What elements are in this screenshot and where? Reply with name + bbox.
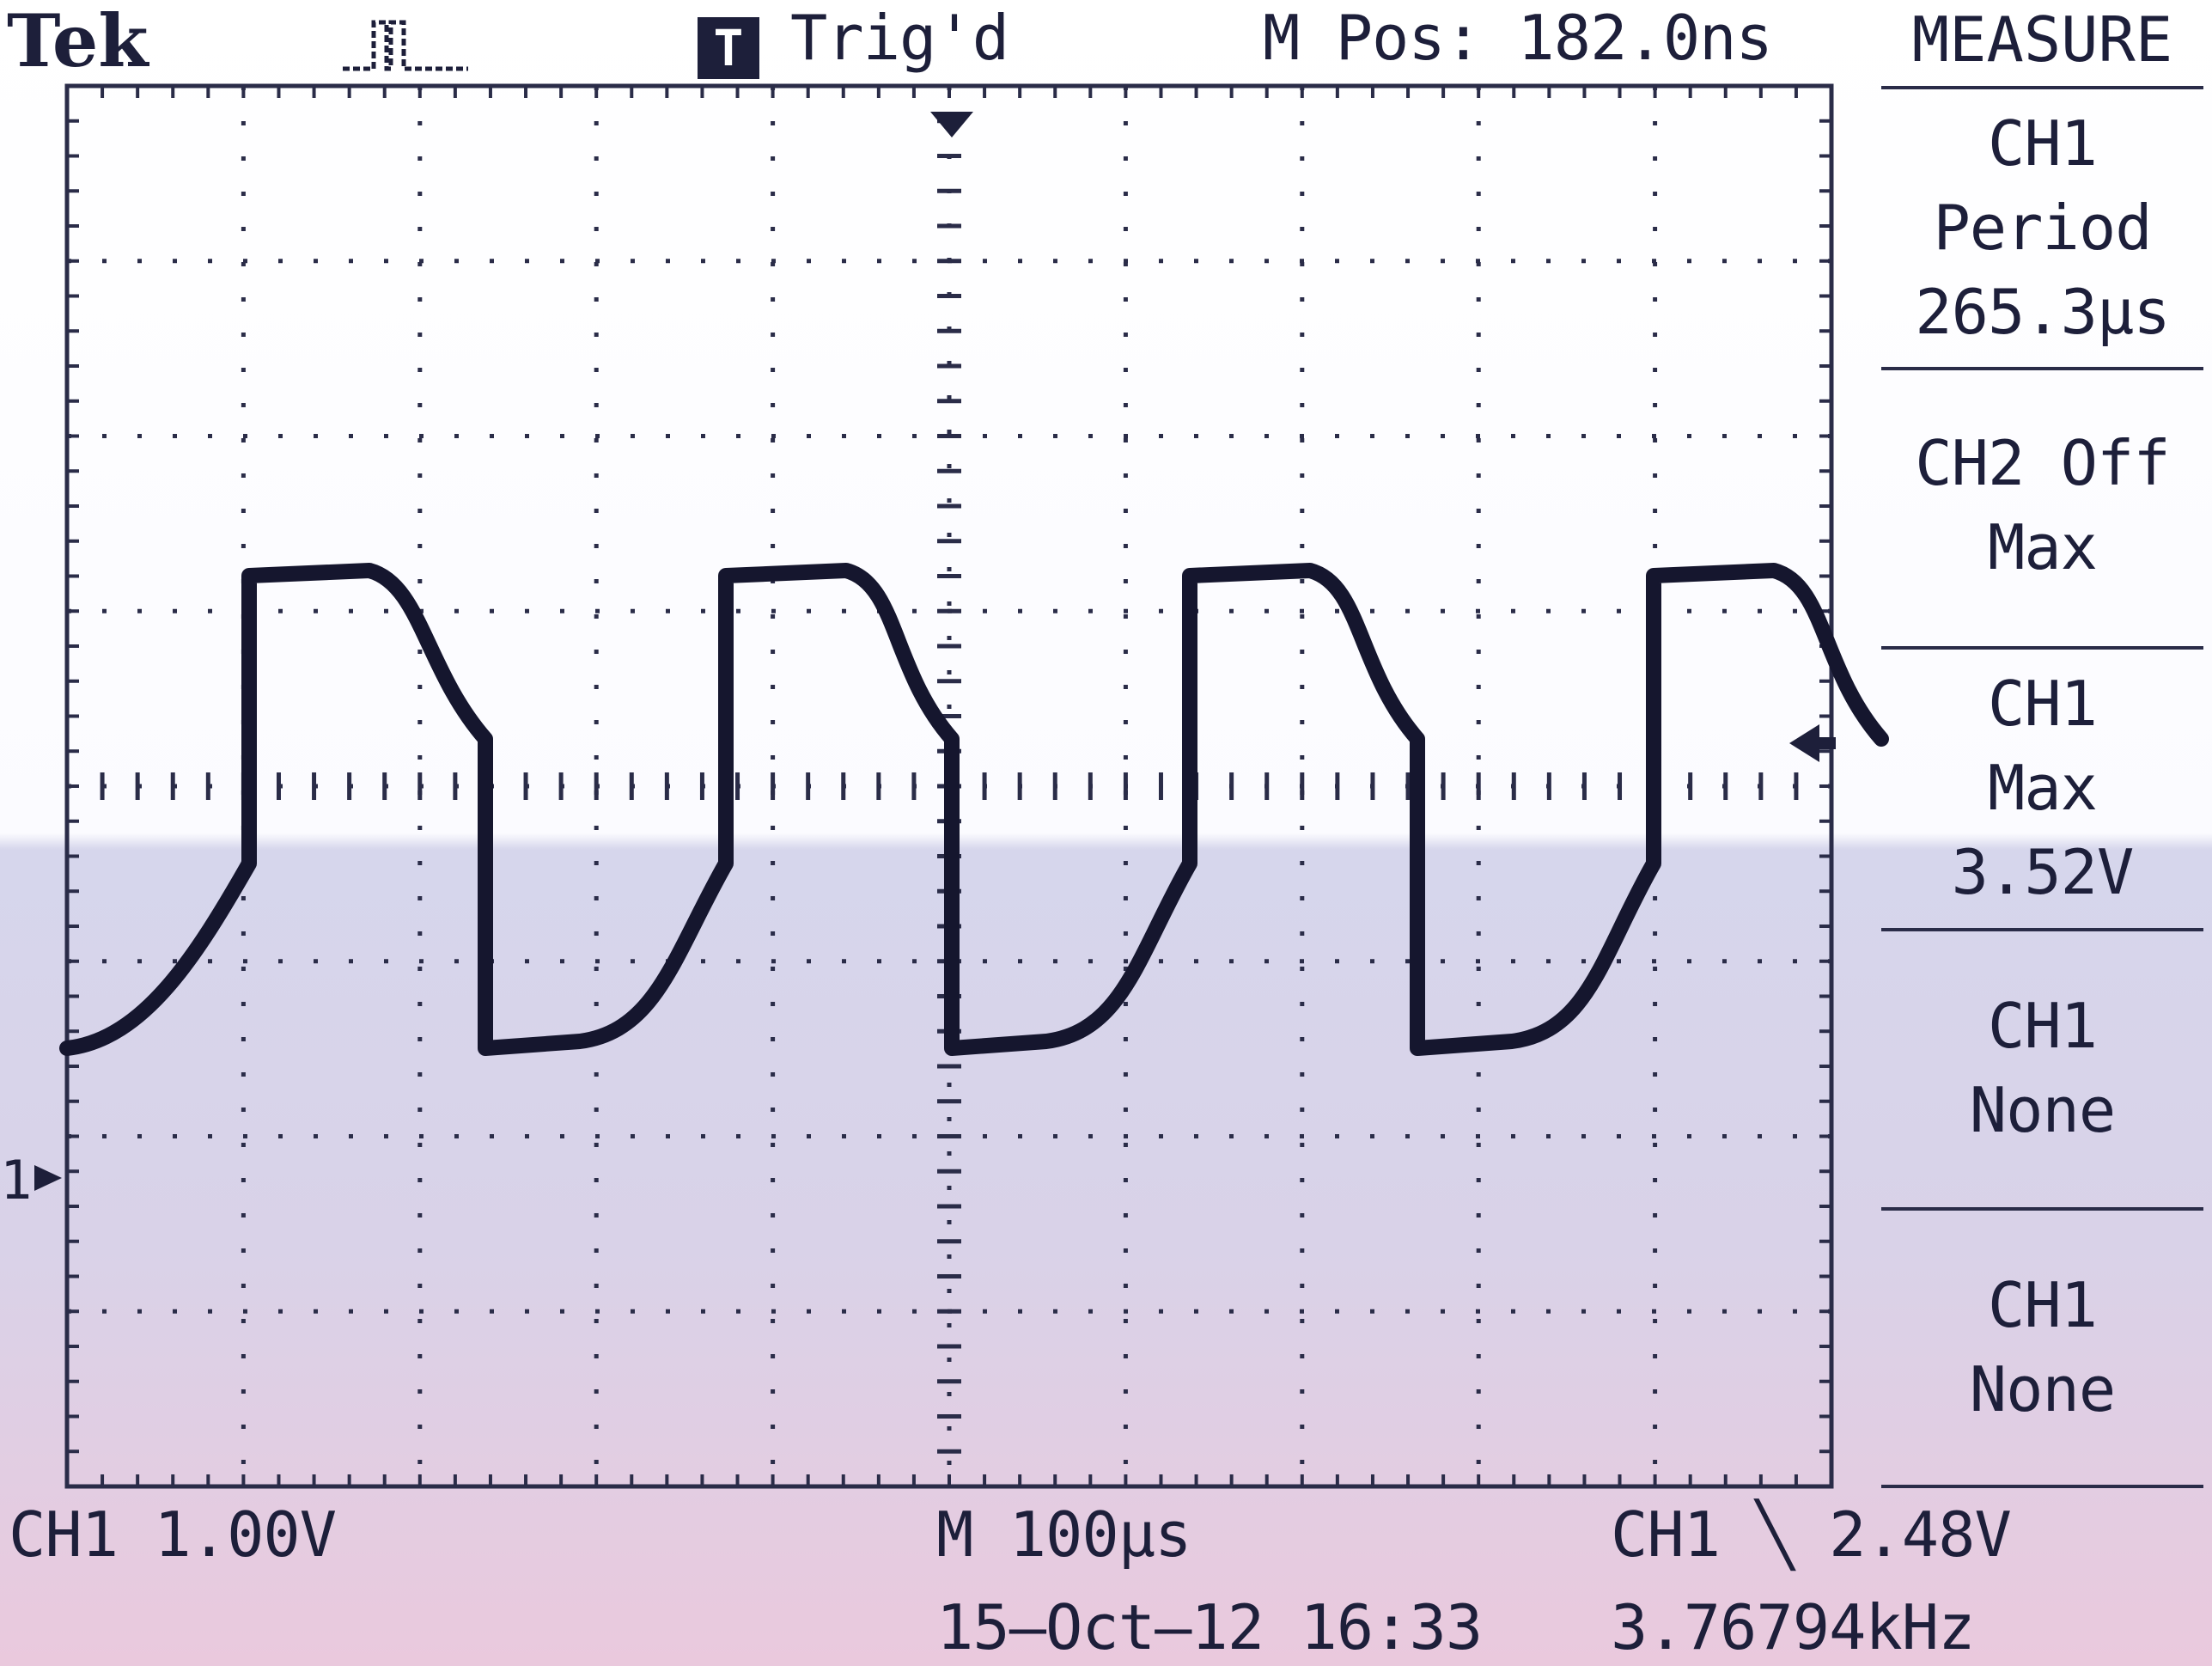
measure-slot-2[interactable]: CH2 Off Max <box>1877 421 2208 589</box>
menu-title: MEASURE <box>1911 3 2173 76</box>
timebase: M 100µs <box>936 1498 1191 1571</box>
ch1-waveform <box>59 563 1889 1056</box>
trigger-readout: CH1 ╲ 2.48V <box>1611 1498 2012 1571</box>
ch1-scale: CH1 1.00V <box>9 1498 337 1571</box>
measure-slot-type: None <box>1969 1353 2116 1425</box>
measure-slot-5[interactable]: CH1 None <box>1877 1263 2208 1431</box>
measure-slot-type: Period <box>1933 192 2152 264</box>
ch1-ground-marker <box>34 1165 62 1191</box>
trigger-level-marker <box>1789 724 1819 762</box>
measure-slot-source: CH2 Off <box>1915 427 2170 499</box>
trigger-pulse-icon <box>343 20 468 71</box>
measure-slot-type: Max <box>1987 752 2098 824</box>
brand-logo: Tek <box>7 0 149 83</box>
measure-slot-4[interactable]: CH1 None <box>1877 984 2208 1152</box>
measure-slot-value: 265.3µs <box>1915 276 2170 348</box>
menu-divider <box>1881 646 2203 650</box>
measure-slot-type: None <box>1969 1074 2116 1146</box>
trigger-status-icon: T <box>698 17 759 79</box>
menu-divider <box>1881 1207 2203 1211</box>
measure-slot-type: Max <box>1987 511 2098 583</box>
menu-divider <box>1881 1485 2203 1488</box>
measure-slot-3[interactable]: CH1 Max 3.52V <box>1877 662 2208 914</box>
measure-slot-1[interactable]: CH1 Period 265.3µs <box>1877 101 2208 354</box>
menu-divider <box>1881 86 2203 89</box>
date-time: 15–Oct–12 16:33 <box>936 1591 1483 1663</box>
measure-slot-value: 3.52V <box>1951 836 2135 908</box>
menu-divider <box>1881 367 2203 370</box>
ch1-ground-label: 1 <box>0 1149 32 1211</box>
measure-slot-source: CH1 <box>1987 990 2098 1062</box>
trigger-position-marker <box>930 112 973 137</box>
trigger-status: Trig'd <box>790 2 1009 74</box>
horizontal-position: M Pos: 182.0ns <box>1263 2 1773 74</box>
trigger-level-marker-stem <box>1808 737 1836 749</box>
measure-slot-source: CH1 <box>1987 1269 2098 1341</box>
measure-slot-source: CH1 <box>1987 107 2098 180</box>
measure-slot-source: CH1 <box>1987 668 2098 740</box>
menu-divider <box>1881 928 2203 931</box>
frequency-readout: 3.76794kHz <box>1611 1591 1975 1663</box>
